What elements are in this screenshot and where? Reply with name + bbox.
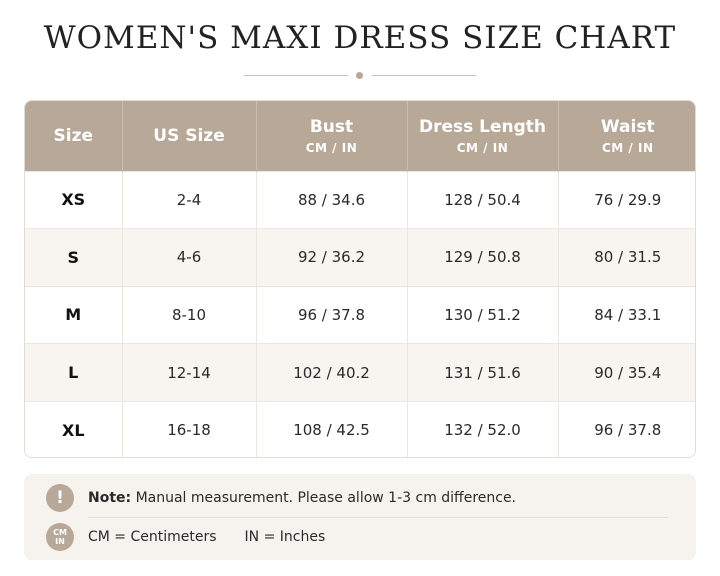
cell-bust: 88 / 34.6 [256, 170, 408, 229]
note-text: Note: Manual measurement. Please allow 1… [88, 490, 516, 506]
cell-size: XS [25, 170, 123, 229]
header-waist-units: CM / IN [602, 140, 654, 155]
note-label: Note: [88, 490, 132, 506]
divider-dot-icon [356, 72, 363, 79]
table-row: XL 16-18 108 / 42.5 132 / 52.0 96 / 37.8 [25, 400, 695, 457]
cell-dress-length: 128 / 50.4 [407, 170, 559, 229]
page-title: WOMEN'S MAXI DRESS SIZE CHART [43, 20, 677, 56]
measurement-note: ! Note: Manual measurement. Please allow… [46, 484, 516, 512]
units-legend: CM IN CM = Centimeters IN = Inches [46, 523, 325, 551]
cell-waist: 76 / 29.9 [558, 170, 695, 229]
cell-bust: 102 / 40.2 [256, 343, 408, 402]
in-definition: IN = Inches [244, 529, 326, 545]
size-chart-table: Size US Size Bust CM / IN Dress Length C… [24, 100, 696, 458]
cell-size: L [25, 343, 123, 402]
cell-dress-length: 130 / 51.2 [407, 285, 559, 344]
cell-size: S [25, 228, 123, 287]
cell-dress-length: 131 / 51.6 [407, 343, 559, 402]
cell-bust: 96 / 37.8 [256, 285, 408, 344]
table-row: M 8-10 96 / 37.8 130 / 51.2 84 / 33.1 [25, 285, 695, 344]
cell-dress-length: 129 / 50.8 [407, 228, 559, 287]
header-dress-length-units: CM / IN [456, 140, 509, 155]
cell-us-size: 4-6 [122, 228, 257, 287]
cell-bust: 108 / 42.5 [256, 400, 408, 457]
header-bust-units: CM / IN [305, 140, 358, 155]
header-dress-length: Dress Length CM / IN [407, 101, 559, 171]
cell-waist: 96 / 37.8 [558, 400, 695, 457]
table-row: L 12-14 102 / 40.2 131 / 51.6 90 / 35.4 [25, 343, 695, 402]
cell-us-size: 2-4 [122, 170, 257, 229]
notes-divider [88, 517, 668, 518]
cell-bust: 92 / 36.2 [256, 228, 408, 287]
cell-waist: 90 / 35.4 [558, 343, 695, 402]
units-icon: CM IN [46, 523, 74, 551]
cm-definition: CM = Centimeters [88, 529, 217, 545]
cell-size: M [25, 285, 123, 344]
cell-dress-length: 132 / 52.0 [407, 400, 559, 457]
cell-us-size: 12-14 [122, 343, 257, 402]
title-divider [244, 70, 476, 82]
header-bust: Bust CM / IN [256, 101, 408, 171]
header-us-size: US Size [122, 101, 257, 171]
cell-us-size: 8-10 [122, 285, 257, 344]
cell-waist: 80 / 31.5 [558, 228, 695, 287]
header-size: Size [25, 101, 123, 171]
note-body: Manual measurement. Please allow 1-3 cm … [135, 490, 517, 506]
cell-waist: 84 / 33.1 [558, 285, 695, 344]
table-row: S 4-6 92 / 36.2 129 / 50.8 80 / 31.5 [25, 228, 695, 287]
header-waist: Waist CM / IN [558, 101, 695, 171]
table-row: XS 2-4 88 / 34.6 128 / 50.4 76 / 29.9 [25, 170, 695, 229]
cell-us-size: 16-18 [122, 400, 257, 457]
table-header-row: Size US Size Bust CM / IN Dress Length C… [25, 101, 695, 171]
warning-icon: ! [46, 484, 74, 512]
cell-size: XL [25, 400, 123, 457]
notes-panel: ! Note: Manual measurement. Please allow… [24, 474, 696, 560]
